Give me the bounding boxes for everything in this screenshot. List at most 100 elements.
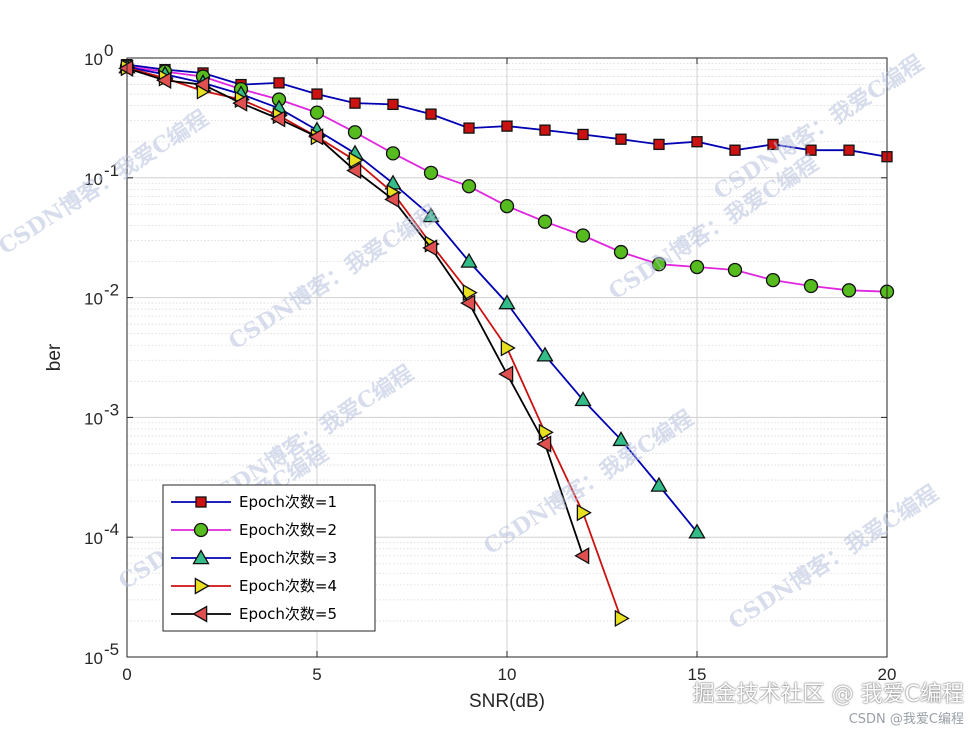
data-point [425, 108, 437, 120]
y-tick-exponent: -4 [104, 520, 119, 539]
data-point [539, 124, 551, 136]
y-tick-exponent: -5 [104, 640, 119, 659]
data-point [462, 284, 478, 302]
data-point [194, 75, 210, 94]
data-point [193, 522, 209, 538]
data-point [691, 136, 703, 148]
data-point [118, 59, 134, 77]
data-point [422, 207, 440, 223]
legend-entry: Epoch次数=2 [171, 521, 337, 539]
data-point [423, 165, 439, 180]
data-point [308, 128, 324, 146]
y-tick-exponent: -2 [104, 281, 119, 300]
y-tick-label: 10 [84, 290, 103, 309]
y-tick-label: 10 [84, 409, 103, 428]
data-point [501, 120, 513, 132]
legend-label: Epoch次数=2 [239, 521, 337, 539]
data-point [612, 431, 630, 447]
data-point [385, 146, 401, 161]
x-axis-label: SNR(dB) [469, 691, 545, 712]
series-line [126, 66, 698, 533]
data-point [650, 476, 668, 492]
data-point [461, 179, 477, 194]
y-tick-label: 10 [84, 529, 103, 548]
watermark-juejin: 掘金技术社区 @ 我爱C编程 [692, 682, 964, 707]
x-tick-label: 5 [312, 665, 321, 684]
data-point [311, 88, 323, 100]
data-point [689, 259, 705, 275]
legend-entry: Epoch次数=4 [171, 577, 337, 595]
y-tick-exponent: -3 [104, 400, 119, 419]
data-point [803, 278, 819, 294]
data-point [500, 339, 516, 357]
data-point [805, 144, 817, 156]
y-tick-exponent: 0 [104, 41, 113, 60]
data-point [498, 365, 514, 383]
y-tick-label: 10 [84, 50, 103, 69]
legend: Epoch次数=1 Epoch次数=2 Epoch次数=3 Epoch次数=4 Epoc… [162, 484, 376, 632]
data-point [615, 133, 627, 145]
watermark-bottom-right: 掘金技术社区 @ 我爱C编程 CSDN @我爱C编程 [693, 676, 964, 727]
data-point [346, 161, 362, 180]
data-point [156, 71, 172, 90]
legend-label: Epoch次数=3 [239, 549, 337, 567]
x-tick-label: 0 [122, 665, 131, 684]
data-point [384, 190, 400, 209]
data-point [273, 77, 285, 89]
data-point [422, 239, 438, 257]
legend-label: Epoch次数=4 [239, 577, 337, 595]
y-tick-label: 10 [84, 170, 103, 189]
data-point [348, 151, 364, 169]
data-point [765, 272, 781, 288]
data-point [499, 198, 515, 214]
data-point [651, 257, 667, 272]
data-point [841, 283, 857, 298]
data-point [537, 214, 553, 229]
data-point [536, 346, 554, 362]
data-point [387, 98, 399, 111]
legend-entry: Epoch次数=3 [171, 549, 337, 567]
data-point [232, 94, 248, 112]
x-tick-label: 15 [688, 665, 707, 684]
data-point [614, 609, 630, 628]
data-point [574, 547, 590, 565]
data-point [498, 294, 516, 310]
watermark-csdn: CSDN @我爱C编程 [848, 712, 964, 727]
x-tick-label: 20 [878, 665, 897, 684]
y-tick-label: 10 [84, 649, 103, 668]
data-point [575, 228, 591, 243]
data-point [574, 391, 592, 407]
x-tick-label: 10 [498, 665, 517, 684]
data-point [460, 252, 478, 268]
y-axis-label: ber [44, 343, 65, 371]
y-tick-exponent: -1 [104, 161, 119, 180]
data-point [195, 496, 207, 508]
data-point [270, 110, 286, 128]
data-point [192, 549, 210, 565]
data-point [309, 105, 325, 120]
legend-entry: Epoch次数=1 [171, 493, 337, 511]
data-point [653, 138, 665, 151]
data-point [727, 262, 743, 278]
data-point [536, 435, 552, 453]
data-point [347, 125, 363, 140]
data-point [576, 504, 592, 522]
data-point [577, 128, 589, 141]
data-point [349, 97, 361, 109]
legend-entry: Epoch次数=5 [171, 605, 337, 623]
data-point [460, 294, 476, 312]
data-point [843, 144, 855, 156]
data-point [613, 244, 629, 260]
data-point [463, 122, 475, 134]
data-point [767, 138, 779, 151]
series-5 [118, 59, 590, 565]
data-point [729, 144, 741, 156]
data-point [194, 577, 210, 595]
legend-label: Epoch次数=5 [239, 605, 337, 623]
data-point [192, 605, 208, 623]
data-point [688, 523, 706, 539]
legend-label: Epoch次数=1 [239, 493, 337, 511]
series-group [118, 58, 895, 628]
